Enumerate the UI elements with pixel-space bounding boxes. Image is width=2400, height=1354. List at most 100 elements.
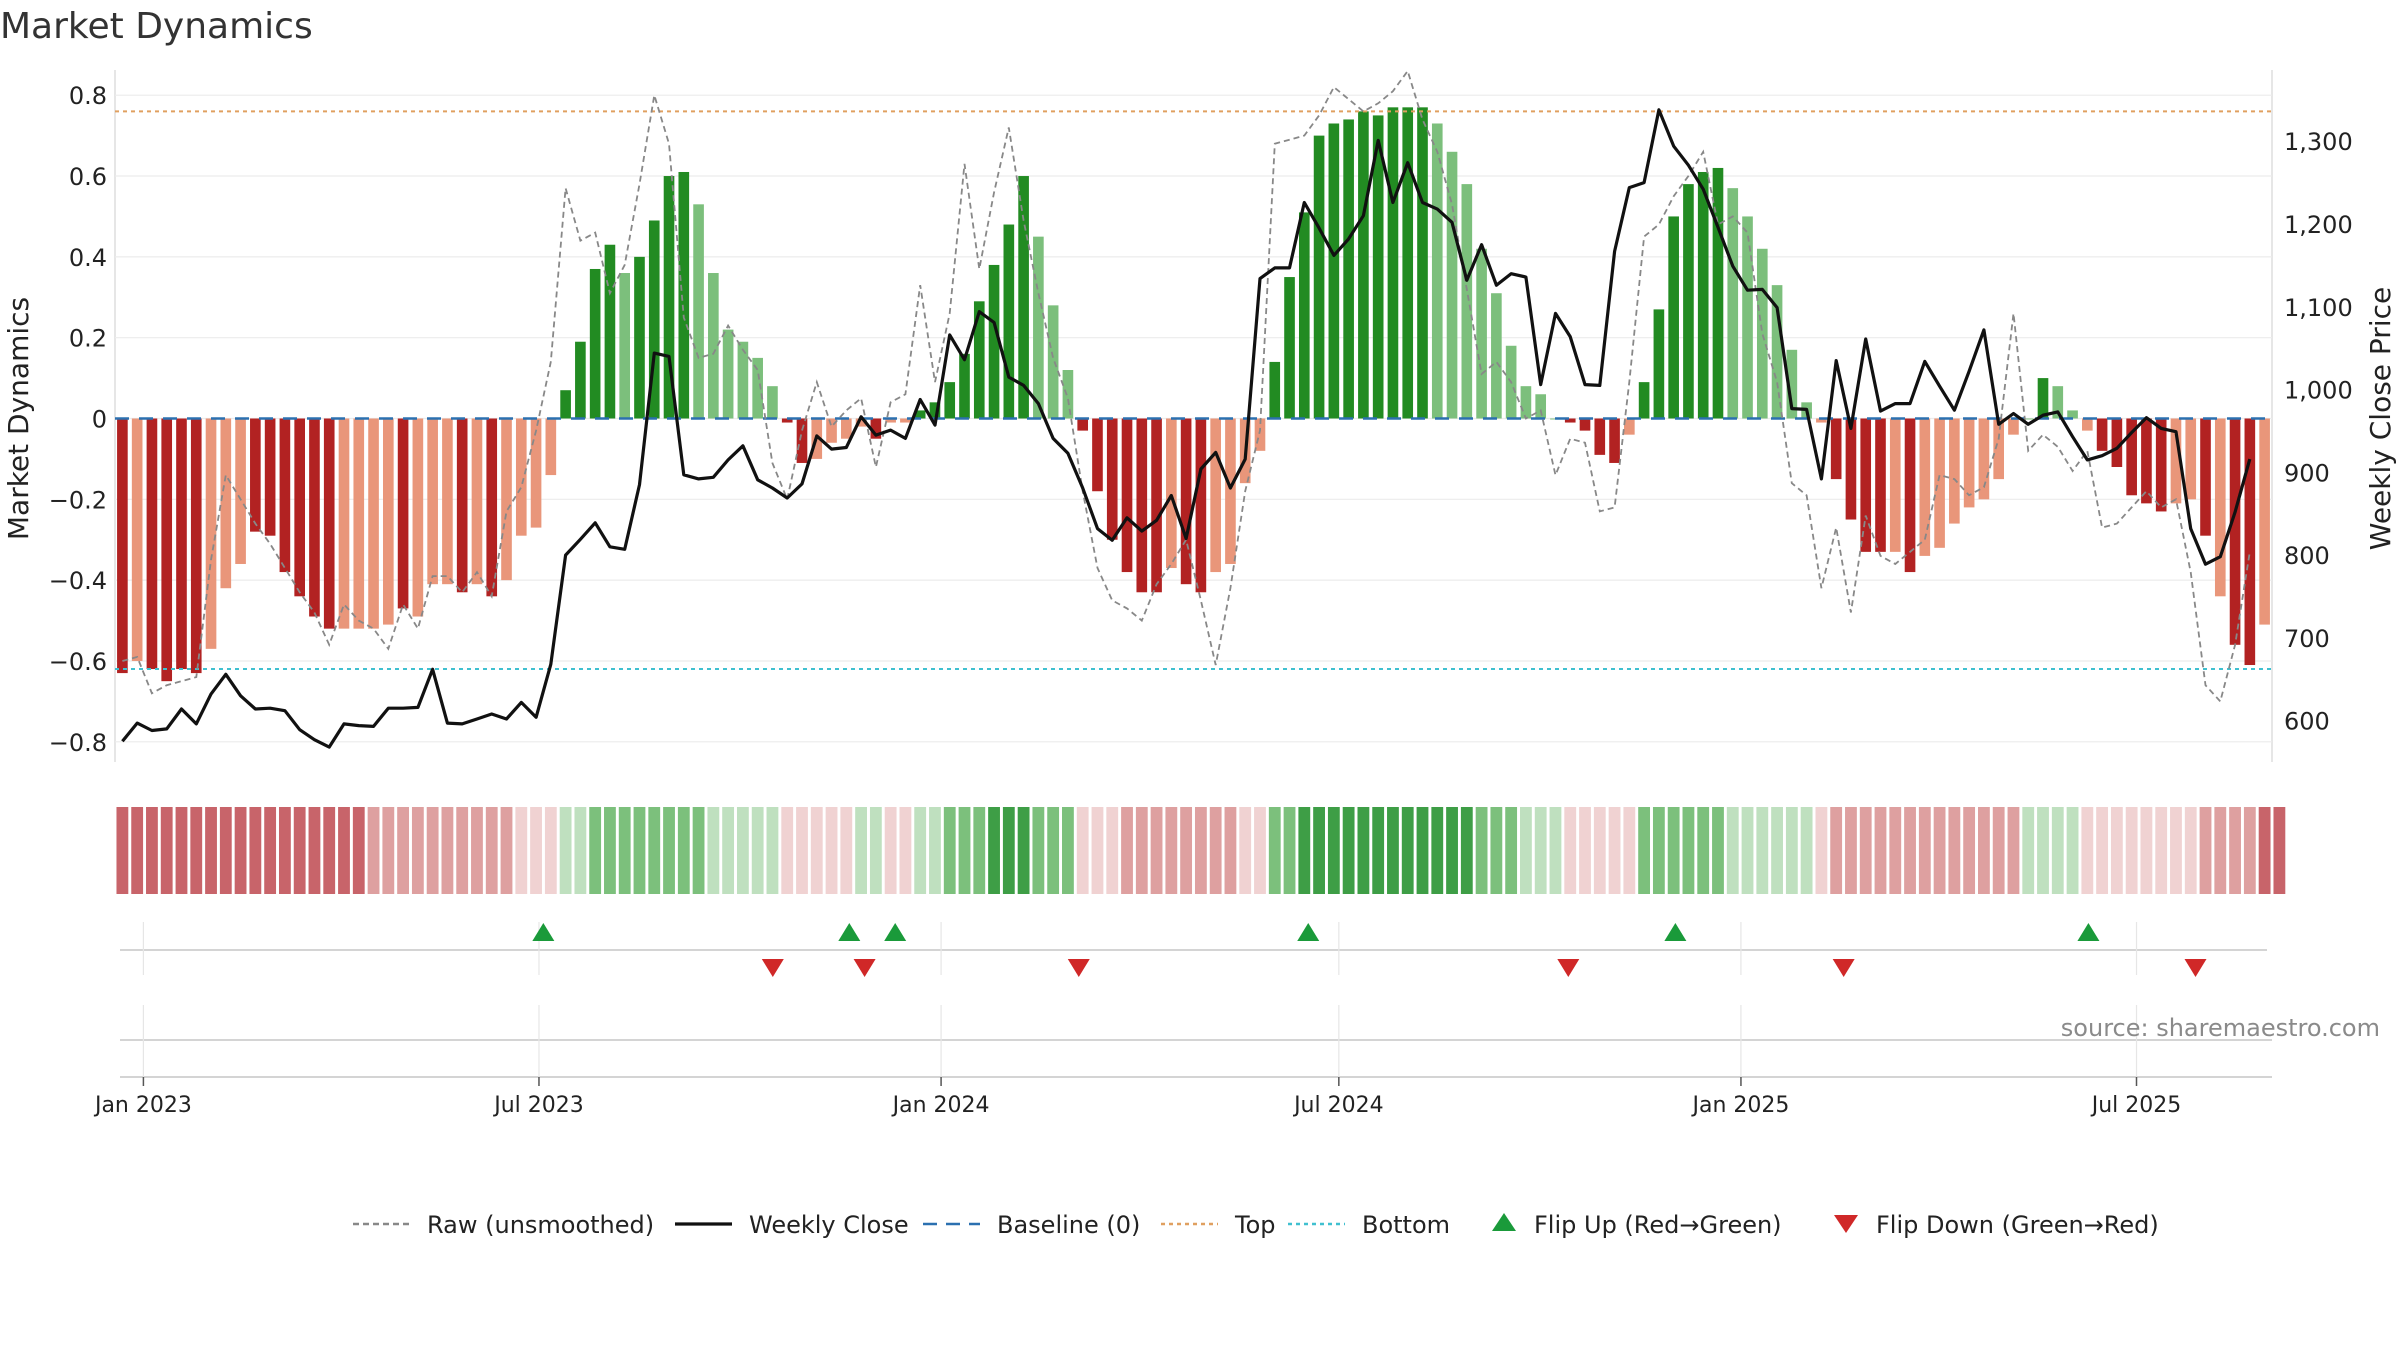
bar	[279, 418, 291, 573]
flip-up-marker	[1297, 923, 1320, 941]
bar	[190, 418, 202, 674]
bar	[131, 418, 143, 661]
bar	[708, 273, 719, 419]
bar	[737, 341, 749, 419]
regime-strip-cell	[1327, 807, 1340, 894]
regime-strip-cell	[663, 807, 675, 894]
regime-strip-cell	[1534, 807, 1547, 894]
regime-strip-cell	[1682, 807, 1695, 894]
bar	[1727, 188, 1739, 419]
regime-strip-cell	[1490, 807, 1503, 894]
regime-strip-cell	[2170, 807, 2182, 894]
regime-strip-cell	[1845, 807, 1857, 894]
regime-strip-cell	[1076, 807, 1089, 894]
regime-strip-cell	[1667, 807, 1680, 894]
regime-strip-cell	[943, 807, 956, 894]
bar	[959, 353, 970, 419]
regime-strip-cell	[2022, 807, 2035, 894]
bar	[944, 382, 956, 419]
bar	[1978, 418, 1990, 500]
triangle-up-icon	[1492, 1213, 1516, 1231]
bar	[264, 418, 276, 536]
regime-strip-cell	[2155, 807, 2168, 894]
regime-strip-cell	[1712, 807, 1724, 894]
bar	[914, 410, 926, 419]
page-title: Market Dynamics	[0, 6, 313, 47]
bar	[1771, 285, 1783, 419]
x-tick-label: Jan 2023	[93, 1093, 192, 1118]
regime-strip-cell	[500, 807, 513, 894]
regime-strip-cell	[1652, 807, 1665, 894]
regime-strip-cell	[1121, 807, 1133, 894]
regime-strip-cell	[1194, 807, 1207, 894]
regime-strip-cell	[1549, 807, 1562, 894]
regime-strip-cell	[722, 807, 735, 894]
bar	[1786, 349, 1798, 419]
regime-strip-cell	[2007, 807, 2020, 894]
regime-strip-cell	[515, 807, 528, 894]
regime-strip-cell	[1520, 807, 1532, 894]
bar	[1136, 418, 1148, 593]
bar	[973, 301, 985, 419]
regime-strip-cell	[1298, 807, 1311, 894]
bar	[1446, 151, 1458, 419]
regime-strip-cell	[411, 807, 424, 894]
regime-strip-cell	[1564, 807, 1577, 894]
bar	[1269, 361, 1281, 419]
regime-strip-cell	[648, 807, 661, 894]
regime-strip-cell	[382, 807, 395, 894]
y-tick-label-left: −0.2	[49, 486, 107, 514]
y-tick-label-left: −0.6	[49, 648, 107, 676]
regime-strip-cell	[367, 807, 380, 894]
legend-item: Flip Up (Red→Green)	[1492, 1211, 1782, 1239]
bar	[1195, 418, 1207, 593]
bar	[456, 418, 468, 593]
bar	[2185, 418, 2197, 500]
bar	[397, 418, 409, 609]
bar	[1520, 386, 1532, 419]
bar	[1210, 418, 1221, 573]
bar	[1461, 184, 1473, 419]
regime-strip-cell	[1859, 807, 1872, 894]
bar	[678, 171, 690, 419]
bar	[2037, 378, 2049, 419]
bar	[1875, 418, 1886, 552]
legend-item: Top	[1161, 1211, 1276, 1239]
bar	[501, 418, 512, 581]
bar	[442, 418, 453, 585]
regime-strip-cell	[116, 807, 129, 894]
bar	[1697, 171, 1709, 419]
bar	[1417, 107, 1428, 419]
regime-strip-cell	[338, 807, 350, 894]
regime-strip-cell	[1283, 807, 1296, 894]
y-tick-label-left: 0.8	[69, 82, 107, 110]
bar	[1062, 370, 1074, 419]
regime-strip-cell	[1091, 807, 1104, 894]
regime-strip-cell	[1948, 807, 1961, 894]
bar	[1225, 418, 1236, 564]
bar	[1683, 184, 1694, 419]
regime-strip-cell	[160, 807, 173, 894]
bar	[2229, 418, 2241, 645]
regime-strip-cell	[1771, 807, 1783, 894]
regime-strip-cell	[1032, 807, 1045, 894]
regime-strip-cell	[278, 807, 291, 894]
regime-strip-cell	[2199, 807, 2212, 894]
bar	[885, 418, 896, 423]
regime-strip-cell	[929, 807, 941, 894]
bar	[427, 418, 438, 585]
flip-up-marker	[884, 923, 907, 941]
bar	[338, 418, 350, 629]
bar	[1313, 135, 1325, 419]
legend-item: Bottom	[1288, 1211, 1450, 1239]
regime-strip-cell	[958, 807, 971, 894]
y-tick-label-right: 1,100	[2284, 294, 2353, 322]
regime-strip-cell	[2258, 807, 2271, 894]
bar	[1298, 212, 1310, 419]
bar	[2126, 418, 2137, 496]
regime-strip-cell	[146, 807, 158, 894]
regime-strip-cell	[1460, 807, 1473, 894]
bar	[2111, 418, 2123, 467]
bar	[1018, 176, 1029, 419]
